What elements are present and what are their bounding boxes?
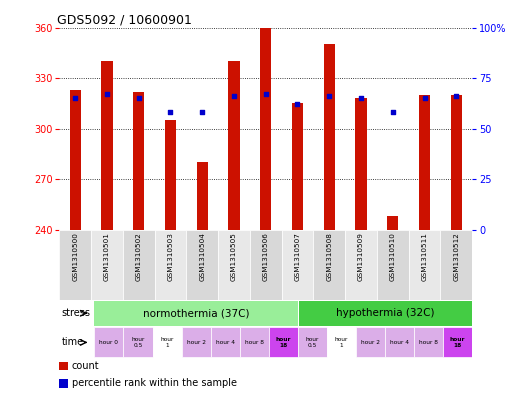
Bar bbox=[387, 216, 398, 230]
Bar bbox=[70, 90, 81, 230]
Point bbox=[135, 95, 143, 101]
Text: GSM1310503: GSM1310503 bbox=[168, 232, 173, 281]
Bar bbox=[260, 28, 271, 230]
Point bbox=[71, 95, 79, 101]
Bar bbox=[385, 327, 414, 357]
Bar bbox=[123, 327, 153, 357]
Bar bbox=[211, 327, 240, 357]
Text: GSM1310504: GSM1310504 bbox=[199, 232, 205, 281]
Bar bbox=[59, 379, 68, 387]
Bar bbox=[102, 61, 112, 230]
Bar bbox=[59, 362, 68, 371]
Bar bbox=[282, 230, 313, 299]
Bar bbox=[250, 230, 282, 299]
Text: GSM1310507: GSM1310507 bbox=[295, 232, 300, 281]
Text: hour
18: hour 18 bbox=[276, 337, 291, 348]
Bar bbox=[165, 120, 176, 230]
Bar bbox=[324, 44, 335, 230]
Bar bbox=[197, 162, 208, 230]
Text: GSM1310512: GSM1310512 bbox=[453, 232, 459, 281]
Text: hour 4: hour 4 bbox=[216, 340, 235, 345]
Bar bbox=[186, 230, 218, 299]
Text: GSM1310506: GSM1310506 bbox=[263, 232, 269, 281]
Bar bbox=[59, 230, 91, 299]
Text: GDS5092 / 10600901: GDS5092 / 10600901 bbox=[57, 13, 192, 26]
Text: GSM1310502: GSM1310502 bbox=[136, 232, 142, 281]
Text: hour
1: hour 1 bbox=[160, 337, 174, 348]
Text: normothermia (37C): normothermia (37C) bbox=[143, 308, 249, 318]
Text: GSM1310505: GSM1310505 bbox=[231, 232, 237, 281]
Bar bbox=[443, 327, 472, 357]
Text: GSM1310501: GSM1310501 bbox=[104, 232, 110, 281]
Text: hypothermia (32C): hypothermia (32C) bbox=[336, 308, 435, 318]
Bar bbox=[182, 327, 211, 357]
Bar bbox=[94, 327, 123, 357]
Bar bbox=[450, 95, 462, 230]
Point bbox=[294, 101, 302, 107]
Point bbox=[166, 109, 174, 116]
Bar bbox=[133, 92, 144, 230]
Text: hour
18: hour 18 bbox=[450, 337, 465, 348]
Text: hour
0.5: hour 0.5 bbox=[305, 337, 319, 348]
Bar bbox=[299, 301, 472, 325]
Bar bbox=[155, 230, 186, 299]
Point bbox=[389, 109, 397, 116]
Bar bbox=[313, 230, 345, 299]
Bar bbox=[298, 327, 327, 357]
Bar bbox=[356, 327, 385, 357]
Point bbox=[452, 93, 460, 99]
Text: GSM1310510: GSM1310510 bbox=[390, 232, 396, 281]
Bar bbox=[345, 230, 377, 299]
Bar bbox=[327, 327, 356, 357]
Bar bbox=[269, 327, 298, 357]
Bar bbox=[356, 98, 366, 230]
Point bbox=[103, 91, 111, 97]
Bar bbox=[94, 301, 298, 325]
Text: hour 4: hour 4 bbox=[390, 340, 409, 345]
Bar bbox=[419, 95, 430, 230]
Bar bbox=[218, 230, 250, 299]
Point bbox=[230, 93, 238, 99]
Bar bbox=[409, 230, 440, 299]
Text: hour
1: hour 1 bbox=[335, 337, 348, 348]
Text: hour 0: hour 0 bbox=[100, 340, 119, 345]
Bar bbox=[153, 327, 182, 357]
Text: time: time bbox=[61, 338, 84, 347]
Text: GSM1310509: GSM1310509 bbox=[358, 232, 364, 281]
Point bbox=[198, 109, 206, 116]
Text: stress: stress bbox=[61, 308, 90, 318]
Bar bbox=[377, 230, 409, 299]
Bar bbox=[240, 327, 269, 357]
Text: GSM1310511: GSM1310511 bbox=[422, 232, 428, 281]
Bar bbox=[91, 230, 123, 299]
Point bbox=[325, 93, 333, 99]
Point bbox=[421, 95, 429, 101]
Bar bbox=[440, 230, 472, 299]
Bar bbox=[292, 103, 303, 230]
Text: GSM1310508: GSM1310508 bbox=[326, 232, 332, 281]
Text: hour 8: hour 8 bbox=[419, 340, 438, 345]
Text: count: count bbox=[72, 361, 100, 371]
Text: hour 2: hour 2 bbox=[187, 340, 205, 345]
Point bbox=[357, 95, 365, 101]
Bar bbox=[229, 61, 239, 230]
Bar bbox=[414, 327, 443, 357]
Text: GSM1310500: GSM1310500 bbox=[72, 232, 78, 281]
Point bbox=[262, 91, 270, 97]
Text: hour
0.5: hour 0.5 bbox=[132, 337, 144, 348]
Bar bbox=[123, 230, 155, 299]
Text: hour 2: hour 2 bbox=[361, 340, 380, 345]
Text: percentile rank within the sample: percentile rank within the sample bbox=[72, 378, 237, 388]
Text: hour 8: hour 8 bbox=[245, 340, 264, 345]
